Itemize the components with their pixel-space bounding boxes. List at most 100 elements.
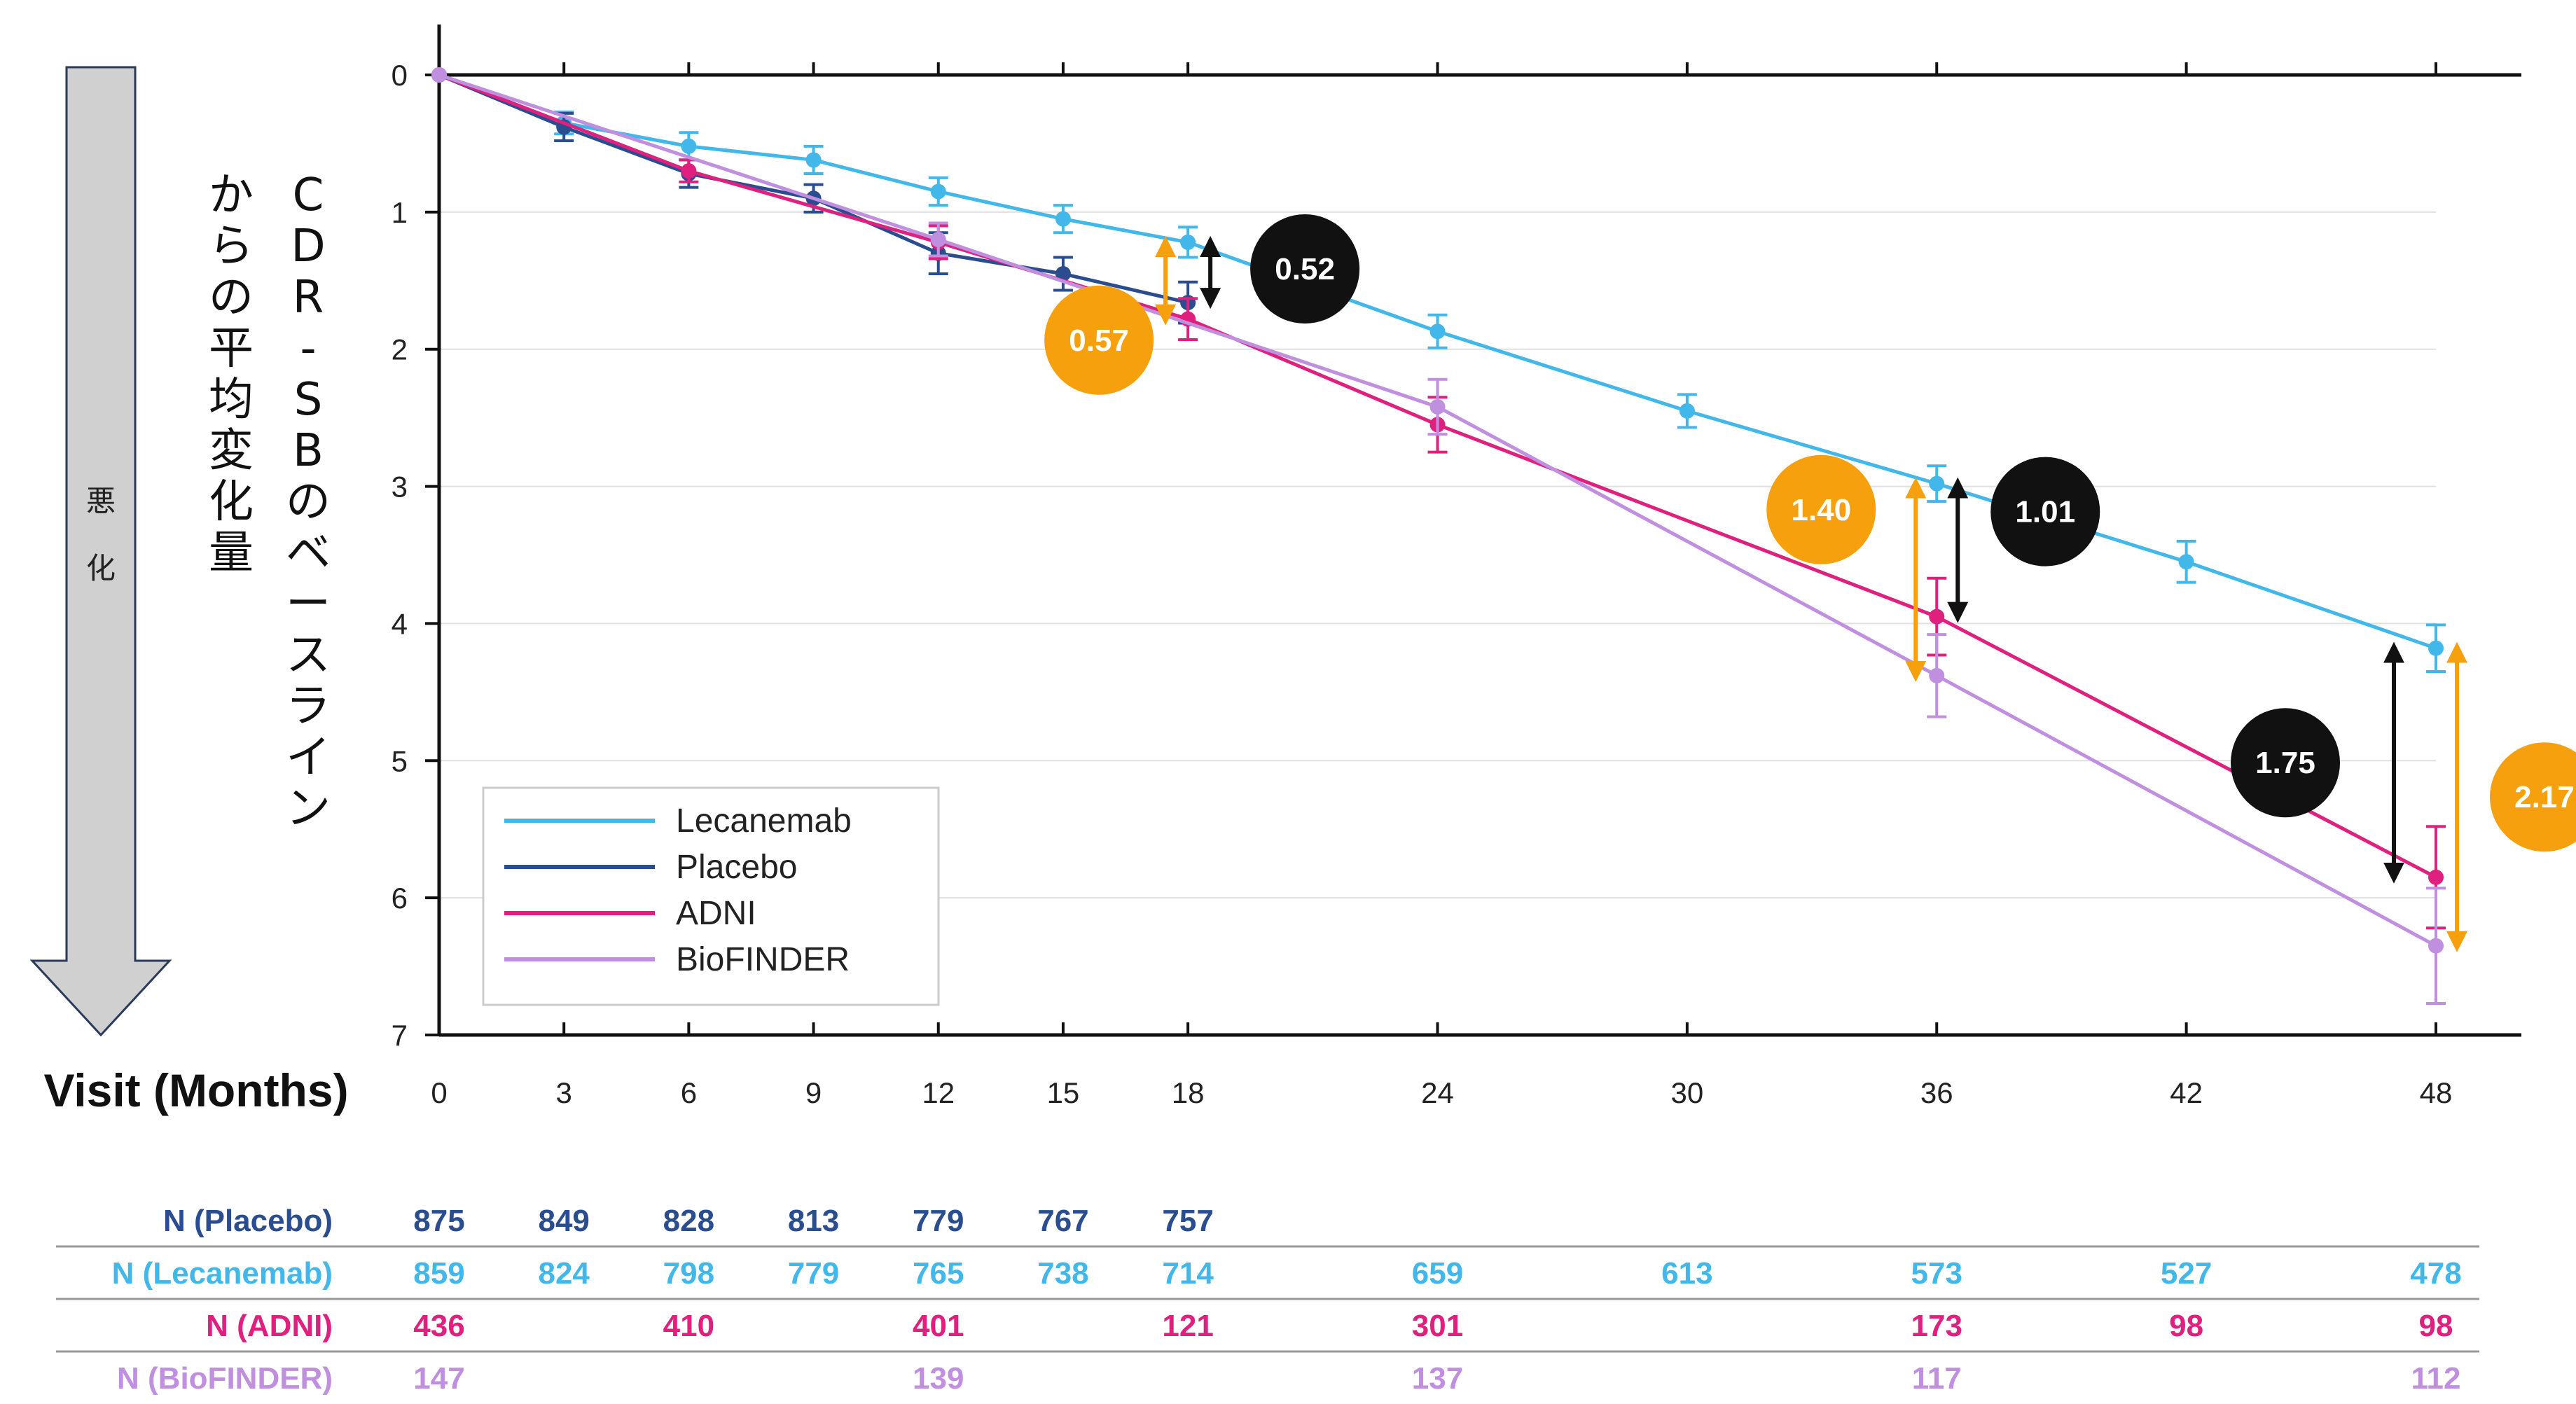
y-axis-label-column: からの平均変化量 [209, 169, 254, 579]
n-cell: 98 [2169, 1309, 2203, 1343]
annotation-black: 0.52 [1200, 214, 1360, 324]
y-tick-label: 2 [392, 333, 408, 366]
data-point [2178, 554, 2194, 570]
y-tick-labels: 0 1 2 3 4 5 6 7 [392, 59, 408, 1052]
n-cell: 117 [1912, 1361, 1962, 1396]
y-tick-label: 5 [392, 744, 408, 777]
n-cell: 301 [1412, 1309, 1463, 1343]
value-badge [1250, 214, 1360, 324]
x-tick-labels: 0 3 6 9 12 15 18 24 30 36 42 48 [431, 1076, 2452, 1109]
n-cell: 121 [1162, 1309, 1213, 1343]
value-badge [1766, 454, 1876, 564]
data-point [2428, 869, 2444, 885]
n-cell: 98 [2419, 1309, 2453, 1343]
data-point [1429, 398, 1446, 415]
x-tick-label: 3 [556, 1076, 572, 1109]
n-cell: 478 [2410, 1256, 2461, 1291]
data-point [681, 138, 697, 154]
n-row-label: N (Placebo) [163, 1204, 333, 1238]
n-cell: 714 [1162, 1256, 1214, 1291]
x-tick-label: 48 [2420, 1076, 2453, 1109]
badge-label: 1.75 [2255, 746, 2315, 780]
y-tick-label: 7 [392, 1019, 408, 1052]
x-tick-label: 6 [681, 1076, 697, 1109]
n-cell: 828 [663, 1204, 714, 1238]
x-tick-label: 30 [1671, 1076, 1704, 1109]
annotation-orange: 1.40 [1766, 454, 1927, 682]
series-biofinder [431, 67, 2446, 1005]
x-tick-label: 36 [1920, 1076, 1953, 1109]
data-point [1180, 234, 1196, 250]
n-cell: 173 [1911, 1309, 1962, 1343]
badge-label: 2.17 [2514, 780, 2575, 814]
y-axis-label-column: C D R -S B のベースライン [286, 169, 331, 835]
worsening-arrow: 悪化 [29, 66, 172, 1037]
n-cell: 798 [663, 1256, 714, 1291]
legend-label: BioFINDER [676, 941, 850, 978]
y-tick-label: 0 [392, 59, 408, 92]
legend-box [482, 786, 940, 1006]
data-point [1055, 211, 1071, 227]
n-cell: 436 [413, 1309, 464, 1343]
legend-label: Placebo [676, 849, 797, 886]
value-badge [2490, 742, 2576, 852]
x-tick-label: 18 [1172, 1076, 1205, 1109]
n-cell: 767 [1037, 1204, 1088, 1238]
data-point [930, 183, 946, 200]
n-cell: 779 [913, 1204, 964, 1238]
legend: Lecanemab Placebo ADNI BioFINDER [482, 786, 940, 1006]
axes [425, 25, 2521, 1037]
worsening-label: 悪化 [86, 485, 116, 585]
value-badge [1044, 285, 1154, 395]
n-cell: 859 [413, 1256, 464, 1291]
n-cell: 738 [1037, 1256, 1088, 1291]
legend-label: ADNI [676, 895, 756, 932]
n-cell: 112 [2411, 1361, 2461, 1396]
n-cell: 527 [2161, 1256, 2212, 1291]
x-tick-label: 15 [1047, 1076, 1080, 1109]
n-cell: 824 [538, 1256, 590, 1291]
y-tick-label: 6 [392, 882, 408, 915]
x-tick-label: 0 [431, 1076, 447, 1109]
n-table: N (Placebo) 875 849 828 813 779 767 757 N (Lecan… [56, 1204, 2479, 1396]
x-tick-label: 42 [2170, 1076, 2203, 1109]
n-cell: 137 [1412, 1361, 1463, 1396]
x-tick-label: 24 [1421, 1076, 1454, 1109]
data-point [1929, 609, 1945, 625]
annotation-black: 1.75 [2231, 641, 2404, 884]
annotation-orange: 2.17 [2446, 641, 2576, 952]
y-tick-label: 3 [392, 471, 408, 503]
x-tick-label: 9 [805, 1076, 822, 1109]
badge-label: 0.52 [1275, 252, 1335, 286]
n-row-label: N (Lecanemab) [112, 1256, 333, 1291]
series-lecanemab [431, 67, 2446, 673]
data-point [805, 152, 822, 168]
data-point [1679, 403, 1695, 419]
y-tick-label: 1 [392, 196, 408, 229]
series-line [438, 73, 2437, 879]
data-point [1429, 324, 1446, 340]
n-cell: 410 [663, 1309, 714, 1343]
n-cell: 401 [913, 1309, 964, 1343]
n-cell: 573 [1911, 1256, 1962, 1291]
x-axis-label: Visit (Months) [43, 1064, 348, 1116]
series-placebo [431, 67, 1198, 325]
data-point [1929, 667, 1945, 683]
badge-label: 0.57 [1069, 324, 1129, 358]
data-point [1929, 475, 1945, 492]
data-point [681, 163, 697, 179]
annotation-black: 1.01 [1947, 457, 2100, 623]
x-tick-label: 12 [922, 1076, 955, 1109]
value-badge [1990, 457, 2100, 567]
n-row-label: N (ADNI) [206, 1309, 333, 1343]
n-cell: 849 [538, 1204, 589, 1238]
n-cell: 139 [913, 1361, 964, 1396]
annotations-layer: 0.52 0.57 1.01 1.40 1.75 2.17 [1044, 214, 2576, 952]
data-point [431, 67, 447, 83]
data-point [2428, 938, 2444, 954]
n-cell: 613 [1661, 1256, 1712, 1291]
data-point [2428, 640, 2444, 656]
n-cell: 779 [788, 1256, 839, 1291]
